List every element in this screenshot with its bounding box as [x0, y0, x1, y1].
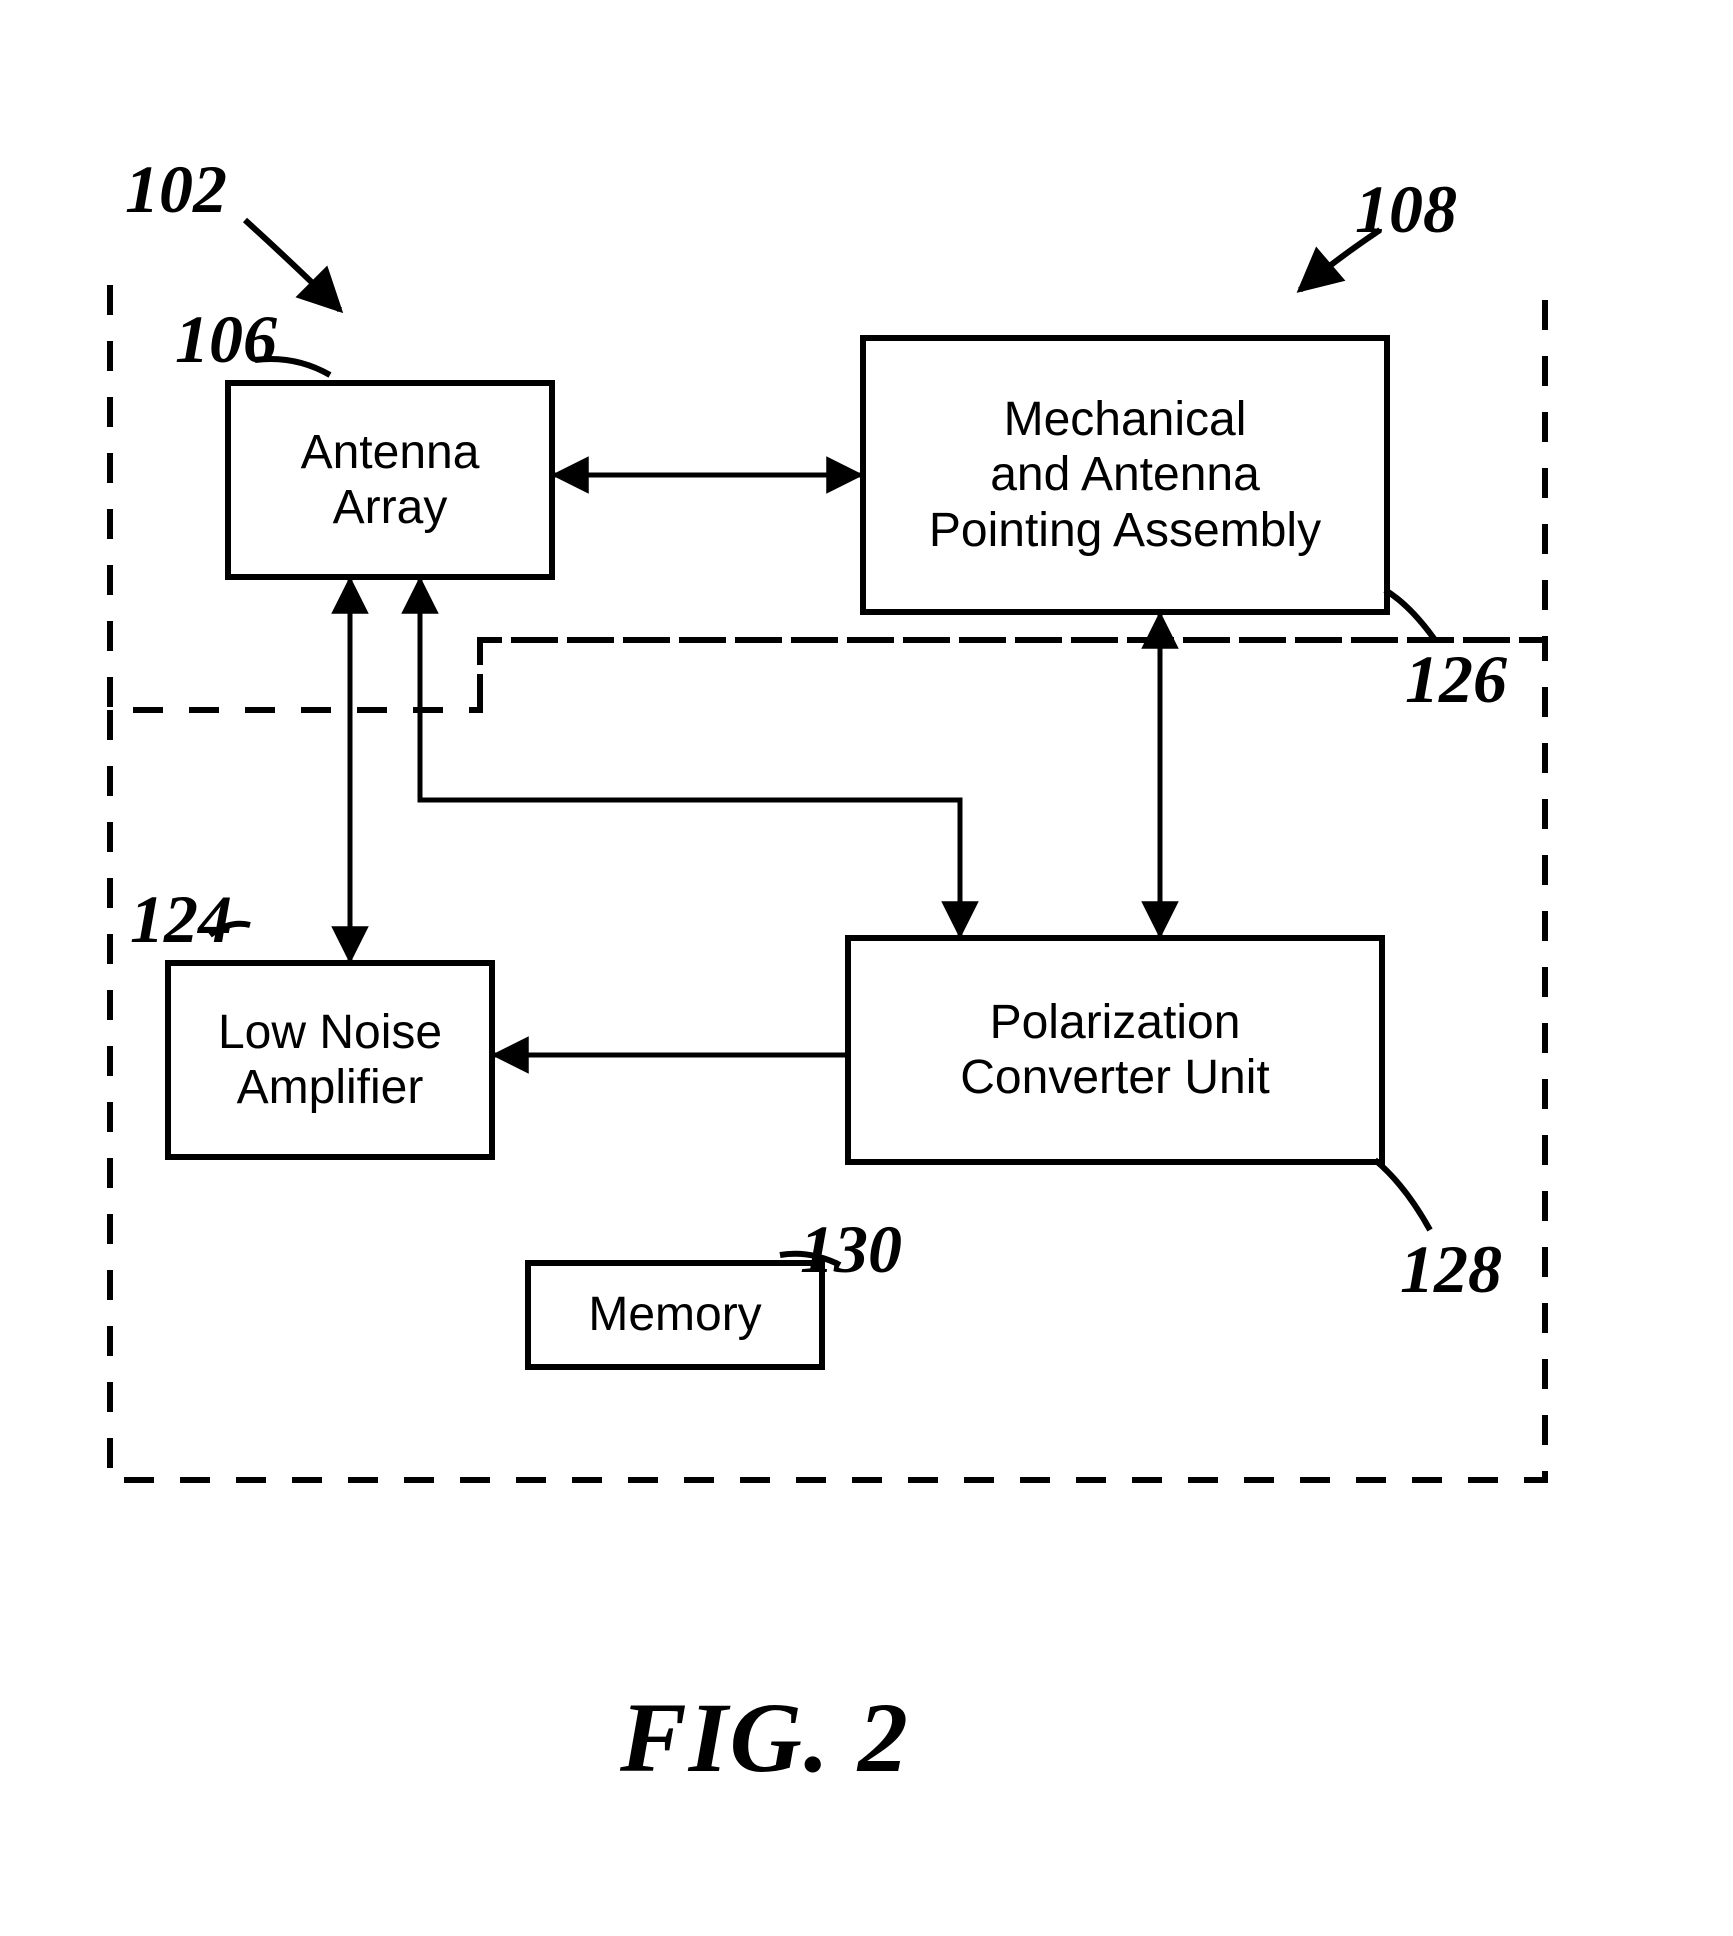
leader-128	[1375, 1160, 1430, 1230]
antenna-array-label: AntennaArray	[301, 425, 480, 535]
leader-102	[245, 220, 340, 310]
pointing-assembly-label: Mechanicaland AntennaPointing Assembly	[929, 392, 1321, 558]
low-noise-amplifier-label: Low NoiseAmplifier	[218, 1005, 442, 1115]
low-noise-amplifier-box: Low NoiseAmplifier	[165, 960, 495, 1160]
ref-128: 128	[1400, 1230, 1502, 1309]
arrow-array-to-pcu	[420, 580, 960, 935]
ref-108: 108	[1355, 170, 1457, 249]
antenna-array-box: AntennaArray	[225, 380, 555, 580]
polarization-converter-label: PolarizationConverter Unit	[960, 995, 1269, 1105]
ref-126: 126	[1405, 640, 1507, 719]
polarization-converter-box: PolarizationConverter Unit	[845, 935, 1385, 1165]
ref-124: 124	[130, 880, 232, 959]
pointing-assembly-box: Mechanicaland AntennaPointing Assembly	[860, 335, 1390, 615]
memory-box: Memory	[525, 1260, 825, 1370]
figure-caption: FIG. 2	[620, 1680, 910, 1795]
memory-label: Memory	[588, 1287, 761, 1342]
ref-102: 102	[125, 150, 227, 229]
ref-130: 130	[800, 1210, 902, 1289]
leader-126	[1385, 590, 1435, 640]
ref-106: 106	[175, 300, 277, 379]
